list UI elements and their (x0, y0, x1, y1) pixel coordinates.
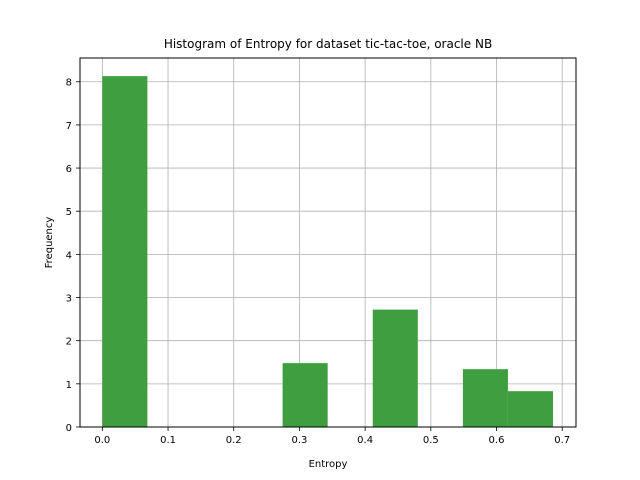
histogram-bar (507, 391, 554, 427)
y-tick-label: 5 (66, 207, 72, 218)
x-tick-label: 0.6 (489, 435, 505, 446)
histogram-bar (282, 363, 328, 427)
y-tick-label: 8 (66, 78, 72, 89)
y-tick-label: 1 (66, 380, 72, 391)
x-tick-label: 0.4 (357, 435, 373, 446)
x-tick-label: 0.2 (226, 435, 242, 446)
y-axis-label: Frequency (44, 217, 55, 269)
y-tick-label: 0 (66, 423, 72, 434)
y-tick-label: 7 (66, 121, 72, 132)
axes-frame (79, 57, 577, 428)
y-tick-label: 2 (66, 337, 72, 348)
ticks: 0.0 0.1 0.2 0.3 0.4 0.5 0.6 0.7 0 1 2 3 4 5 6 7 8 (66, 78, 571, 446)
y-tick-label: 3 (66, 294, 72, 305)
bars (102, 76, 554, 427)
x-tick-label: 0.3 (291, 435, 307, 446)
x-axis-label: Entropy (309, 459, 348, 470)
x-tick-label: 0.1 (160, 435, 176, 446)
y-tick-label: 6 (66, 164, 72, 175)
histogram-bar (372, 309, 418, 427)
x-tick-label: 0.5 (423, 435, 439, 446)
y-tick-label: 4 (66, 250, 72, 261)
histogram-bar (102, 76, 148, 427)
chart-title: Histogram of Entropy for dataset tic-tac… (164, 37, 492, 51)
x-tick-label: 0.7 (554, 435, 570, 446)
histogram-bar (462, 369, 508, 427)
x-tick-label: 0.0 (94, 435, 110, 446)
